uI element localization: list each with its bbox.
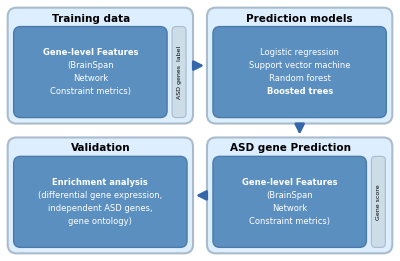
Text: (differential gene expression,: (differential gene expression, bbox=[38, 191, 162, 200]
Text: Network: Network bbox=[73, 74, 108, 83]
FancyBboxPatch shape bbox=[207, 138, 392, 253]
Text: Gene score: Gene score bbox=[376, 184, 381, 220]
FancyBboxPatch shape bbox=[213, 156, 366, 247]
Text: Prediction models: Prediction models bbox=[246, 14, 353, 23]
Text: Validation: Validation bbox=[70, 143, 130, 153]
Text: Gene-level Features: Gene-level Features bbox=[43, 48, 138, 57]
Text: (BrainSpan: (BrainSpan bbox=[266, 191, 313, 200]
FancyBboxPatch shape bbox=[8, 138, 193, 253]
FancyBboxPatch shape bbox=[14, 156, 187, 247]
Text: independent ASD genes,: independent ASD genes, bbox=[48, 204, 153, 213]
FancyBboxPatch shape bbox=[14, 27, 167, 117]
FancyBboxPatch shape bbox=[172, 27, 186, 117]
Text: ASD genes  label: ASD genes label bbox=[176, 45, 182, 99]
Text: Support vector machine: Support vector machine bbox=[249, 61, 350, 70]
FancyBboxPatch shape bbox=[207, 8, 392, 123]
Text: Logistic regression: Logistic regression bbox=[260, 48, 339, 57]
Text: Training data: Training data bbox=[52, 14, 130, 23]
Text: Network: Network bbox=[272, 204, 307, 213]
Text: Boosted trees: Boosted trees bbox=[266, 87, 333, 96]
Text: Random forest: Random forest bbox=[269, 74, 330, 83]
Text: gene ontology): gene ontology) bbox=[68, 217, 132, 226]
Text: Enrichment analysis: Enrichment analysis bbox=[52, 178, 148, 187]
Text: Constraint metrics): Constraint metrics) bbox=[249, 217, 330, 226]
Text: (BrainSpan: (BrainSpan bbox=[67, 61, 114, 70]
FancyBboxPatch shape bbox=[372, 156, 385, 247]
Text: Constraint metrics): Constraint metrics) bbox=[50, 87, 131, 96]
Text: Gene-level Features: Gene-level Features bbox=[242, 178, 338, 187]
FancyBboxPatch shape bbox=[8, 8, 193, 123]
Text: ASD gene Prediction: ASD gene Prediction bbox=[230, 143, 351, 153]
FancyBboxPatch shape bbox=[213, 27, 386, 117]
